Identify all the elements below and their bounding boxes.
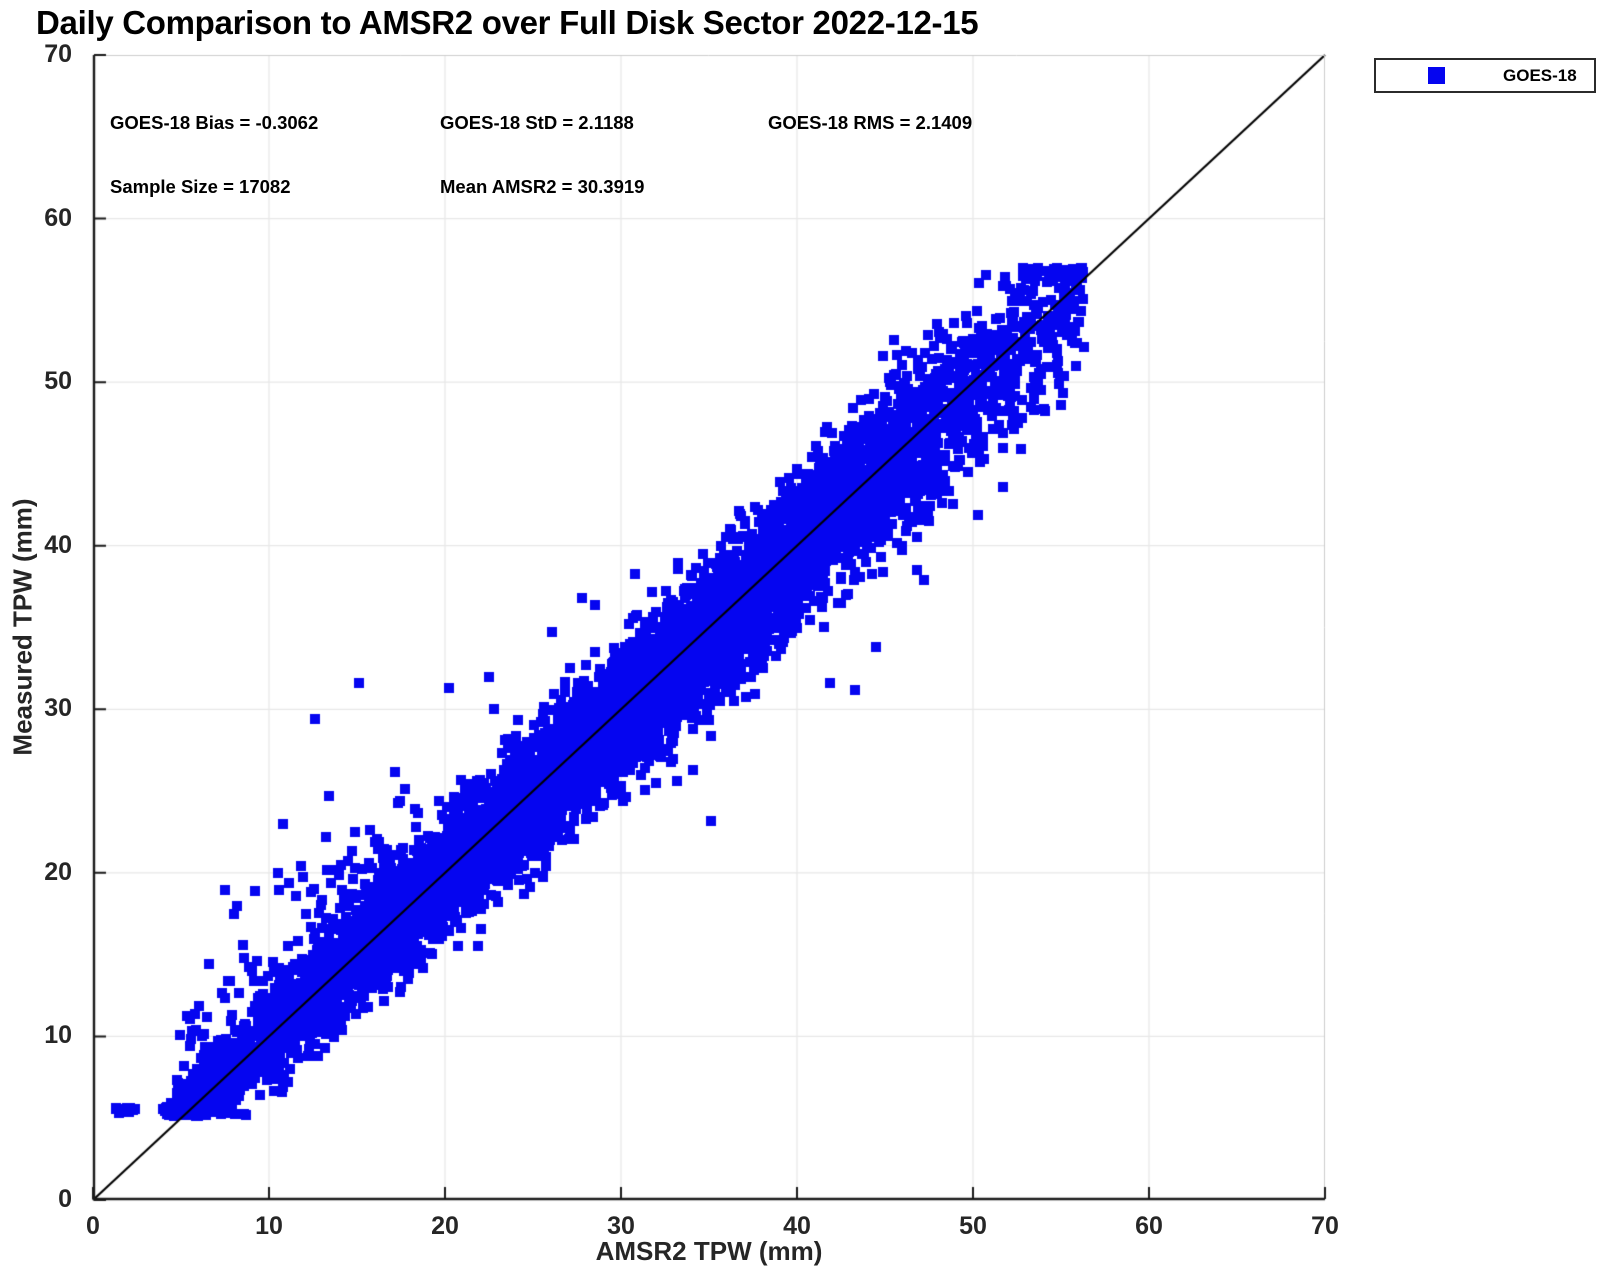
x-tick-label: 50 bbox=[959, 1212, 987, 1240]
legend-square-marker-icon bbox=[1428, 67, 1445, 84]
y-tick-label: 20 bbox=[44, 857, 72, 886]
x-tick-label: 60 bbox=[1135, 1212, 1163, 1240]
x-tick-label: 10 bbox=[255, 1212, 283, 1240]
y-axis-label: Measured TPW (mm) bbox=[7, 498, 38, 756]
legend-label: GOES-18 bbox=[1503, 65, 1577, 85]
stat-std: GOES-18 StD = 2.1188 bbox=[440, 112, 634, 133]
x-tick-label: 20 bbox=[431, 1212, 459, 1240]
x-tick-label: 30 bbox=[607, 1212, 635, 1240]
stat-sample-size: Sample Size = 17082 bbox=[110, 176, 291, 197]
y-tick-label: 70 bbox=[44, 40, 72, 68]
y-tick-label: 30 bbox=[44, 694, 72, 723]
x-tick-label: 0 bbox=[86, 1212, 100, 1240]
chart-title: Daily Comparison to AMSR2 over Full Disk… bbox=[36, 4, 979, 41]
x-tick-label: 40 bbox=[783, 1212, 811, 1240]
legend-box: GOES-18 bbox=[1374, 58, 1596, 93]
y-tick-label: 60 bbox=[44, 203, 72, 232]
stat-bias: GOES-18 Bias = -0.3062 bbox=[110, 112, 319, 133]
y-tick-label: 40 bbox=[44, 530, 72, 559]
stat-mean-amsr2: Mean AMSR2 = 30.3919 bbox=[440, 176, 645, 197]
y-tick-label: 10 bbox=[44, 1021, 72, 1050]
y-tick-label: 0 bbox=[58, 1185, 72, 1213]
y-tick-label: 50 bbox=[44, 367, 72, 396]
stat-rms: GOES-18 RMS = 2.1409 bbox=[768, 112, 973, 133]
x-tick-label: 70 bbox=[1311, 1212, 1339, 1240]
x-axis-label: AMSR2 TPW (mm) bbox=[595, 1236, 823, 1266]
